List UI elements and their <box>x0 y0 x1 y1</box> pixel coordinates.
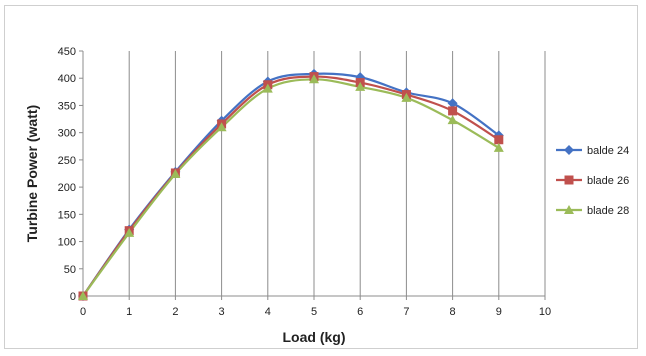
series-line-2 <box>82 75 500 297</box>
series-1-point <box>447 98 458 109</box>
series-3-point <box>447 115 458 125</box>
x-tick-label: 4 <box>265 306 271 318</box>
x-tick-label: 7 <box>403 306 409 318</box>
series-line-3 <box>82 78 500 297</box>
series-3-point <box>401 92 412 102</box>
series-3-point <box>170 169 181 179</box>
x-tick-label: 1 <box>126 306 132 318</box>
y-tick-label: 250 <box>58 155 76 167</box>
series-2-point <box>494 135 504 145</box>
y-tick-label: 150 <box>58 209 76 221</box>
y-axis-title: Turbine Power (watt) <box>24 105 40 242</box>
series-3-point <box>78 291 88 300</box>
x-tick-label: 9 <box>496 306 502 318</box>
y-tick-label: 400 <box>58 73 76 85</box>
legend-label-3: blade 28 <box>587 205 629 217</box>
series-3-point <box>355 81 366 91</box>
series-2-point <box>448 106 458 116</box>
series-3-point <box>124 227 135 237</box>
x-tick-label: 8 <box>450 306 456 318</box>
y-tick-label: 50 <box>64 264 76 276</box>
legend-marker-3 <box>564 205 574 214</box>
legend-label-2: blade 26 <box>587 175 629 187</box>
series-3-point <box>493 142 504 152</box>
y-tick-label: 200 <box>58 182 76 194</box>
x-tick-label: 5 <box>311 306 317 318</box>
y-tick-label: 300 <box>58 128 76 140</box>
x-tick-label: 6 <box>357 306 363 318</box>
x-tick-label: 3 <box>219 306 225 318</box>
x-tick-label: 0 <box>80 306 86 318</box>
series-3-point <box>262 83 273 93</box>
series-3-point <box>216 122 227 132</box>
legend-marker-2 <box>564 175 574 185</box>
y-tick-label: 0 <box>70 291 76 303</box>
x-tick-label: 2 <box>172 306 178 318</box>
legend-label-1: balde 24 <box>587 145 629 157</box>
x-tick-label: 10 <box>539 306 551 318</box>
y-tick-label: 350 <box>58 100 76 112</box>
series-3-point <box>309 74 319 84</box>
x-axis-title: Load (kg) <box>283 329 346 345</box>
y-tick-label: 450 <box>58 46 76 58</box>
legend-marker-1 <box>564 145 574 155</box>
y-tick-label: 100 <box>58 237 76 249</box>
